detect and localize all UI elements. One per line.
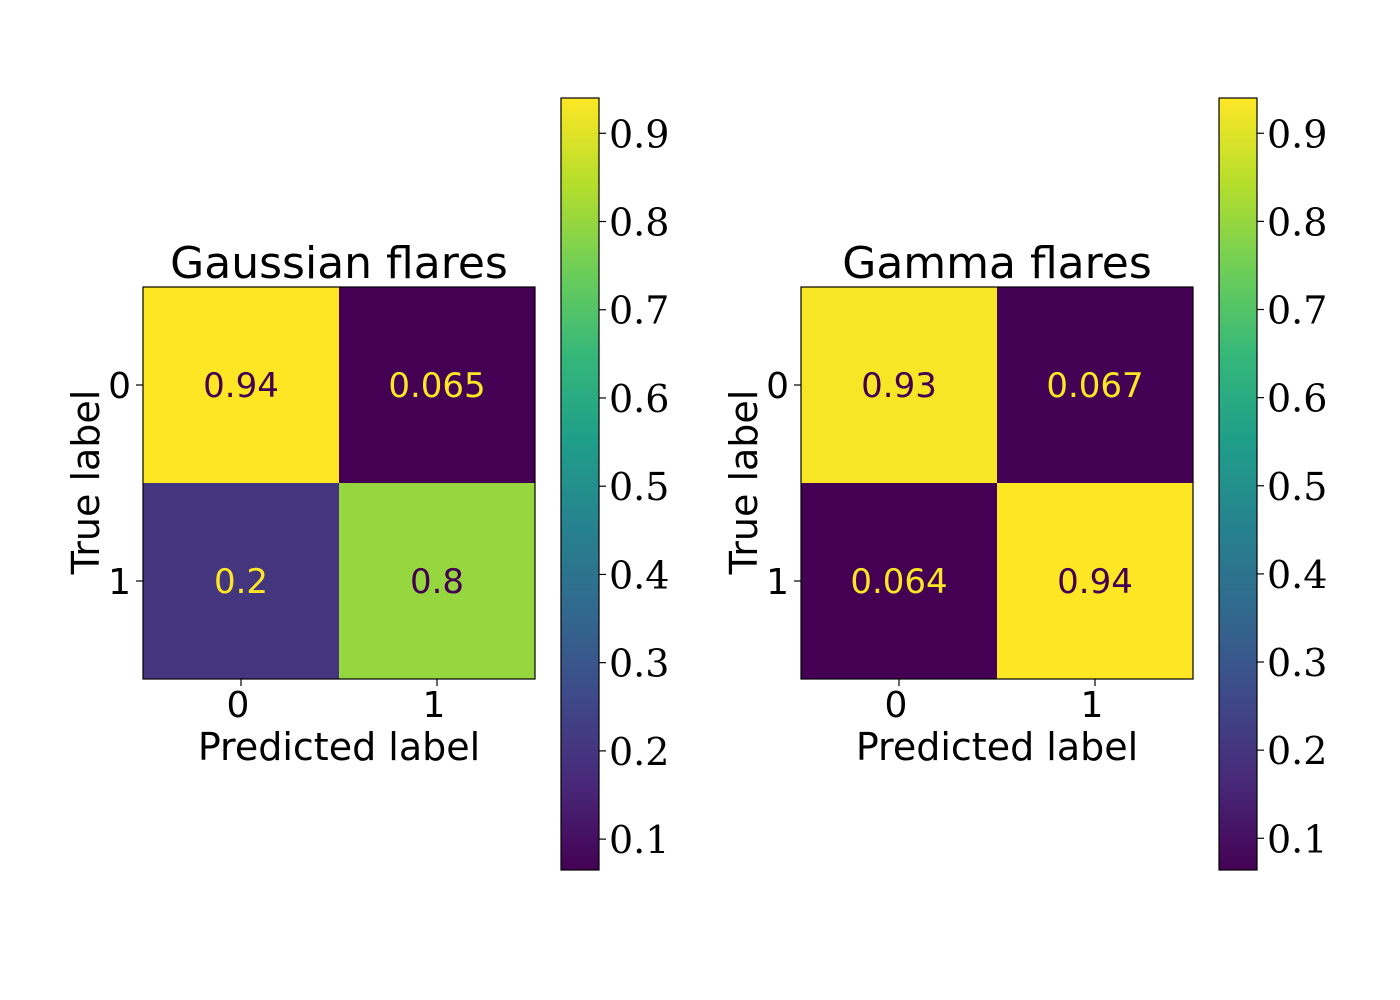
cell-value-label: 0.8 [410,562,464,602]
colorbar-tick-label: 0.9 [609,112,669,156]
colorbar-tick-label: 0.7 [1267,289,1327,333]
cell-value-label: 0.94 [203,366,279,406]
cell-value-label: 0.93 [861,366,937,406]
cell-value-label: 0.94 [1057,562,1133,602]
colorbar-tick-label: 0.2 [1267,729,1327,773]
x-tick-label: 1 [423,685,446,726]
plot-frame [142,286,536,680]
colorbar-tick-label: 0.8 [609,201,669,245]
y-tick-label: 0 [108,366,131,407]
colorbar-tick-label: 0.6 [609,377,669,421]
chart-title: Gamma flares [842,238,1152,289]
heatmap-cell [801,287,997,483]
x-tick-label: 0 [885,685,908,726]
y-tick-label: 0 [766,366,789,407]
colorbar [560,97,600,871]
colorbar [1218,97,1258,871]
plot-frame [800,286,1194,680]
heatmap-cell [143,483,339,679]
heatmap-cell [997,287,1193,483]
heatmap-cell [997,483,1193,679]
colorbar-tick-label: 0.5 [1267,465,1327,509]
colorbar-tick-label: 0.3 [1267,641,1327,685]
y-tick-label: 1 [766,562,789,603]
heatmap-cell [143,287,339,483]
y-tick-label: 1 [108,562,131,603]
x-tick-label: 0 [227,685,250,726]
colorbar-tick-label: 0.5 [609,465,669,509]
x-tick-label: 1 [1081,685,1104,726]
cell-value-label: 0.065 [388,366,485,406]
colorbar-tick-label: 0.8 [1267,200,1327,244]
colorbar-tick-label: 0.1 [609,818,669,862]
colorbar-tick-label: 0.9 [1267,112,1327,156]
y-axis-label: True label [64,390,108,576]
colorbar-tick-label: 0.7 [609,289,669,333]
cell-value-label: 0.064 [850,562,947,602]
colorbar-tick-label: 0.4 [609,553,669,597]
cell-value-label: 0.2 [214,562,268,602]
colorbar-tick-label: 0.4 [1267,553,1327,597]
cell-value-label: 0.067 [1046,366,1143,406]
colorbar-tick-label: 0.1 [1267,817,1327,861]
x-axis-label: Predicted label [198,725,480,769]
colorbar-tick-label: 0.3 [609,642,669,686]
y-axis-label: True label [722,390,766,576]
x-axis-label: Predicted label [856,725,1138,769]
colorbar-tick-label: 0.6 [1267,377,1327,421]
heatmap-cell [339,287,535,483]
chart-title: Gaussian flares [170,238,508,289]
colorbar-tick-label: 0.2 [609,730,669,774]
heatmap-cell [801,483,997,679]
heatmap-cell [339,483,535,679]
